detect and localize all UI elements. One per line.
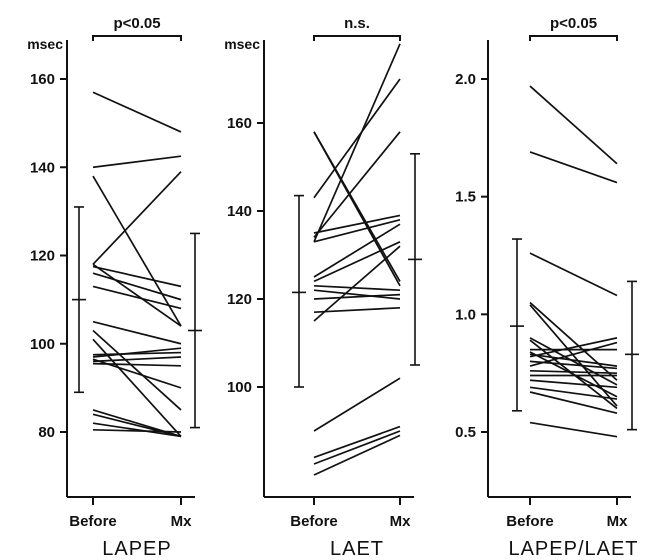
subject-line [313,241,401,283]
subject-line [529,341,618,367]
subject-line [313,430,401,465]
y-tick-label: 100 [227,379,252,396]
subject-line [92,356,182,363]
panel-2: 100 120 140 160 msec Before Mx LAET n.s. [224,15,422,560]
y-tick-label: 140 [227,203,252,220]
subject-line [529,421,618,438]
y-tick-label: 140 [30,159,55,176]
subject-line [529,379,618,389]
subject-line [92,428,182,433]
subject-line [313,377,401,432]
x-category-label: Mx [171,513,192,530]
y-tick-label: 160 [227,115,252,132]
subject-line [529,369,618,375]
subject-line [313,78,401,199]
subject-line [92,171,182,265]
significance-bracket [529,35,618,41]
panel-title: LAPEP [102,538,171,560]
subject-line [92,285,182,310]
significance-label: p<0.05 [113,15,160,32]
subject-line [313,289,401,300]
subject-line [92,422,182,438]
subject-line [313,218,401,243]
subject-line [313,223,401,278]
x-category-label: Before [290,513,338,530]
y-unit-label: msec [27,36,63,52]
y-tick-label: 0.5 [455,424,476,441]
x-category-label: Before [69,513,117,530]
subject-line [92,272,182,301]
y-tick-label: 80 [38,424,55,441]
y-tick-label: 2.0 [455,71,476,88]
y-tick-label: 1.5 [455,189,476,206]
subject-line [92,263,182,327]
significance-label: p<0.05 [550,15,597,32]
subject-line [92,175,182,327]
panel-title: LAPEP/LAET [508,538,638,560]
subject-line [313,425,401,459]
subject-line [313,245,401,322]
significance-bracket [92,35,182,41]
subject-line [313,131,401,287]
panel-title: LAET [330,538,384,560]
significance-bracket [313,35,401,41]
y-tick-label: 100 [30,336,55,353]
subject-line [92,362,182,367]
subject-line [92,91,182,133]
subject-line [92,347,182,358]
y-tick-label: 1.0 [455,306,476,323]
subject-line [313,43,401,243]
subject-line [313,434,401,476]
x-category-label: Mx [390,513,411,530]
y-tick-label: 160 [30,71,55,88]
subject-line [529,151,618,184]
subject-line [313,214,401,234]
subject-line [529,353,618,367]
subject-line [529,391,618,414]
subject-line [92,351,182,356]
subject-line [313,306,401,314]
subject-line [92,265,182,288]
subject-line [313,293,401,300]
subject-line [92,155,182,169]
y-tick-label: 120 [30,248,55,265]
subject-line [92,320,182,345]
x-category-label: Before [506,513,554,530]
subject-line [313,284,401,292]
subject-line [529,351,618,398]
subject-line [529,85,618,165]
y-unit-label: msec [224,36,260,52]
significance-label: n.s. [344,15,370,32]
subject-line [529,337,618,386]
subject-line [529,386,618,400]
panel-3: 0.5 1.0 1.5 2.0 Before Mx LAPEP/LAET p<0.05 [455,15,639,560]
subject-line [92,413,182,438]
subject-line [92,329,182,411]
subject-line [313,131,401,238]
y-tick-label: 120 [227,291,252,308]
subject-line [529,252,618,297]
subject-line [529,337,618,358]
x-category-label: Mx [607,513,628,530]
